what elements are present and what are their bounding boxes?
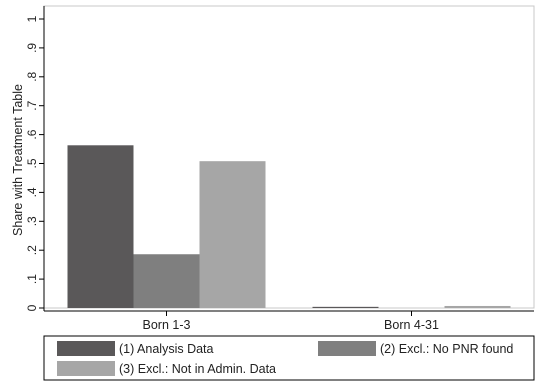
bars (67, 145, 511, 308)
y-tick-label: 1 (25, 15, 39, 22)
legend-swatch (57, 341, 115, 356)
bar (133, 254, 200, 308)
y-tick-label: .6 (25, 129, 39, 139)
bar (312, 306, 379, 308)
legend-label: (3) Excl.: Not in Admin. Data (119, 362, 276, 376)
y-axis-title: Share with Treatment Table (11, 84, 25, 236)
y-ticks: 0 .1 .2 .3 .4 .5 .6 .7 .8 .9 1 (25, 15, 44, 311)
legend-swatch (57, 361, 115, 376)
x-tick-label: Born 1-3 (143, 318, 191, 332)
bar (444, 305, 511, 308)
bar (67, 145, 134, 308)
y-tick-label: .2 (25, 245, 39, 255)
x-tick-label: Born 4-31 (384, 318, 439, 332)
plot-area: 0 .1 .2 .3 .4 .5 .6 .7 .8 .9 1 Born 1-3 Born 4-31 (25, 5, 535, 332)
bar (199, 161, 266, 308)
y-tick-label: .4 (25, 187, 39, 197)
legend-label: (2) Excl.: No PNR found (380, 342, 513, 356)
y-tick-label: .3 (25, 216, 39, 226)
legend: (1) Analysis Data (2) Excl.: No PNR found… (43, 335, 535, 381)
y-tick-label: .5 (25, 158, 39, 168)
y-tick-label: .8 (25, 71, 39, 81)
legend-label: (1) Analysis Data (119, 342, 214, 356)
y-tick-label: .1 (25, 274, 39, 284)
legend-frame (43, 335, 535, 381)
y-tick-label: 0 (25, 304, 39, 311)
x-ticks: Born 1-3 Born 4-31 (143, 311, 439, 332)
legend-swatch (318, 341, 376, 356)
y-tick-label: .9 (25, 43, 39, 53)
y-tick-label: .7 (25, 100, 39, 110)
